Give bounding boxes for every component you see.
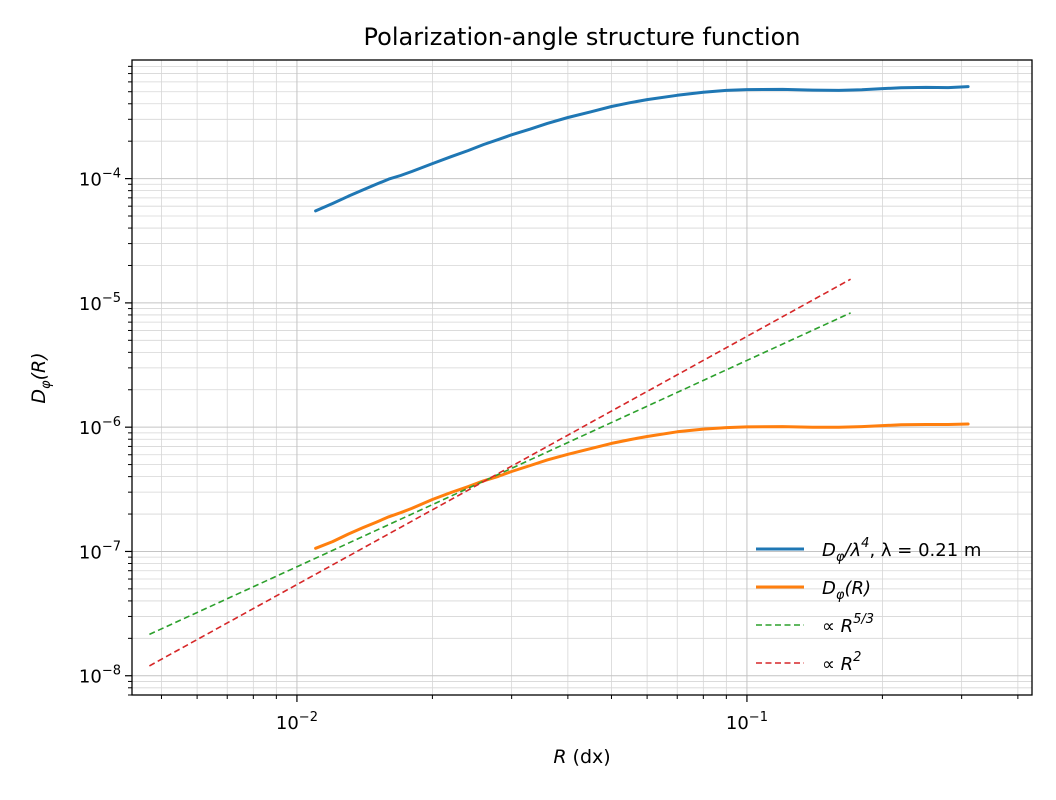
x-axis-label: R (dx) [553, 746, 610, 768]
axes-frame [131, 59, 1033, 696]
series-line-3 [149, 312, 851, 636]
y-tick-label: 10−6 [79, 415, 121, 439]
plot-area [149, 85, 970, 667]
legend-entry-1: Dφ/λ4, λ = 0.21 m [822, 536, 981, 565]
x-tick-label: 10−1 [726, 710, 768, 734]
y-tick-label: 10−4 [79, 167, 121, 191]
y-tick-label: 10−7 [79, 539, 121, 563]
y-tick-label: 10−5 [79, 291, 121, 315]
axis-ticks: 10−2 10−1 10−8 10−7 10−6 10−5 10−4 [79, 65, 1019, 734]
legend-entry-2: Dφ(R) [822, 578, 871, 603]
series-line-1 [314, 85, 970, 213]
y-tick-label: 10−8 [79, 664, 121, 688]
chart-title: Polarization-angle structure function [364, 23, 801, 51]
series-line-2 [314, 422, 970, 550]
series-line-4 [149, 278, 851, 667]
legend-entry-3: ∝ R5/3 [822, 612, 874, 637]
y-axis-label: Dφ(R) [28, 352, 54, 403]
legend: Dφ/λ4, λ = 0.21 m Dφ(R) ∝ R5/3 ∝ R2 [756, 536, 981, 675]
grid [132, 60, 1032, 696]
legend-entry-4: ∝ R2 [822, 650, 861, 675]
x-tick-label: 10−2 [276, 710, 318, 734]
